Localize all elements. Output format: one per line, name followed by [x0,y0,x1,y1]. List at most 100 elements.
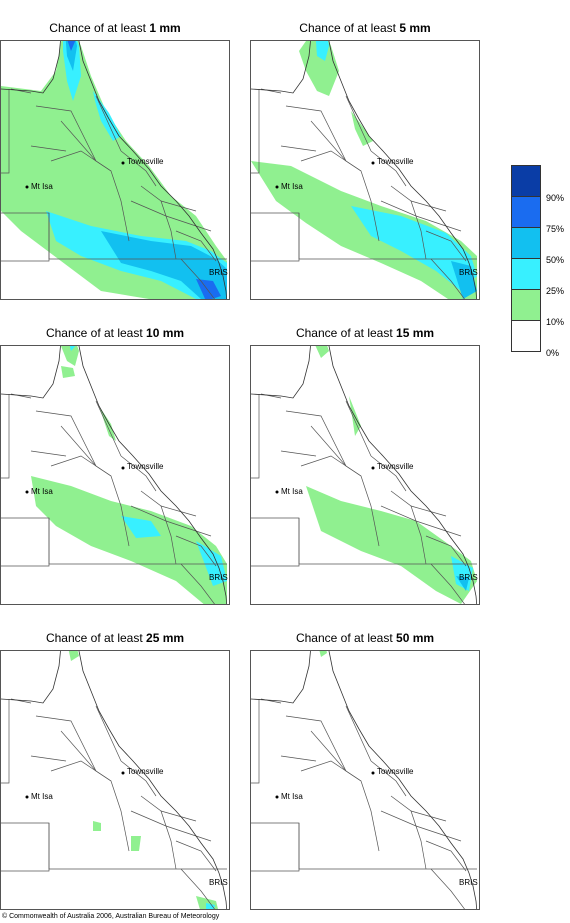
land-area [251,651,477,909]
city-label-brisbane: BRIS [209,573,228,582]
legend-swatch-0 [511,321,541,352]
city-label-mt-isa: Mt Isa [31,182,53,191]
city-label-townsville: Townsville [377,462,414,471]
district-boundary [251,89,260,174]
district-boundary [175,840,217,872]
city-label-mt-isa: Mt Isa [281,792,303,801]
rain-probability-area [65,41,77,71]
queensland-map [251,41,478,299]
rain-probability-area [451,261,477,299]
district-boundary [180,563,215,604]
mt-isa-marker [25,490,29,494]
title-prefix: Chance of at least [45,326,147,340]
district-boundary [345,705,372,762]
map-layers [1,41,228,299]
district-boundary [410,200,447,212]
coastline [328,346,478,604]
rain-probability-area [68,651,79,661]
legend-label: 75% [546,224,565,234]
district-boundary [120,455,157,492]
district-boundary [95,705,122,762]
map-layers [1,346,228,604]
city-label-mt-isa: Mt Isa [281,182,303,191]
district-boundary [50,150,112,172]
district-boundary [48,823,227,870]
sea-area [1,346,61,398]
city-label-townsville: Townsville [127,462,164,471]
title-prefix: Chance of at least [295,326,397,340]
rain-probability-area [131,836,141,851]
rain-probability-area [67,41,76,51]
queensland-map [1,346,228,604]
map-layers [251,346,478,604]
district-boundary [310,730,347,772]
district-boundary [95,400,122,457]
city-label-townsville: Townsville [127,767,164,776]
coastline [78,651,228,909]
townsville-marker [121,466,125,470]
district-boundary [160,810,197,822]
district-boundary [345,400,372,457]
district-boundary [310,425,347,467]
title-prefix: Chance of at least [49,21,150,35]
city-label-townsville: Townsville [377,767,414,776]
map-panel-1mm: Townsville Mt Isa BRIS [0,40,230,300]
townsville-marker [121,771,125,775]
land-area [1,651,227,909]
district-boundary [251,699,260,784]
panel-title-50mm: Chance of at least 50 mm [250,631,480,645]
probability-legend: 90% 75% 50% 25% 10% 0% [511,165,564,358]
title-prefix: Chance of at least [45,631,147,645]
panel-title-1mm: Chance of at least 1 mm [0,21,230,35]
rain-probability-area [69,346,76,351]
title-amount: 50 mm [396,631,435,645]
legend-swatch-25 [511,259,541,290]
district-boundary [410,810,447,822]
city-label-brisbane: BRIS [459,878,478,887]
district-boundary [280,145,317,152]
city-label-brisbane: BRIS [459,573,478,582]
mt-isa-marker [275,185,279,189]
map-layers [251,41,478,299]
district-boundary [370,760,407,797]
rain-probability-area [196,541,227,586]
gulf-coastline [251,651,311,704]
city-label-mt-isa: Mt Isa [31,487,53,496]
district-boundary [160,505,197,517]
city-label-brisbane: BRIS [209,878,228,887]
coastline [328,41,478,299]
panel-title-5mm: Chance of at least 5 mm [250,21,480,35]
district-boundary [48,213,227,260]
gulf-coastline [1,41,61,94]
gulf-coastline [1,346,61,399]
city-label-brisbane: BRIS [209,268,228,277]
queensland-map [1,41,228,299]
rain-probability-area [31,476,227,604]
title-prefix: Chance of at least [299,21,400,35]
sea-area [1,41,61,93]
rain-probability-area [251,161,477,299]
district-boundary [120,760,157,797]
rain-probability-area [61,346,79,366]
title-amount: 25 mm [146,631,185,645]
district-boundary [30,450,67,457]
gulf-coastline [1,651,61,704]
rain-probability-area [319,651,327,657]
district-boundary [410,505,447,517]
district-boundary [95,95,122,152]
district-boundary [180,258,215,299]
legend-label: 50% [546,255,565,265]
sea-area [1,651,61,703]
rain-probability-area [306,486,477,604]
district-boundary [175,230,217,262]
townsville-marker [371,161,375,165]
district-boundary [298,213,477,260]
district-boundary [1,394,10,479]
district-boundary [60,425,97,467]
district-boundary [300,455,362,477]
title-amount: 10 mm [146,326,185,340]
district-boundary [60,730,97,772]
coastline [78,346,228,604]
map-layers [1,651,228,909]
city-label-townsville: Townsville [127,157,164,166]
